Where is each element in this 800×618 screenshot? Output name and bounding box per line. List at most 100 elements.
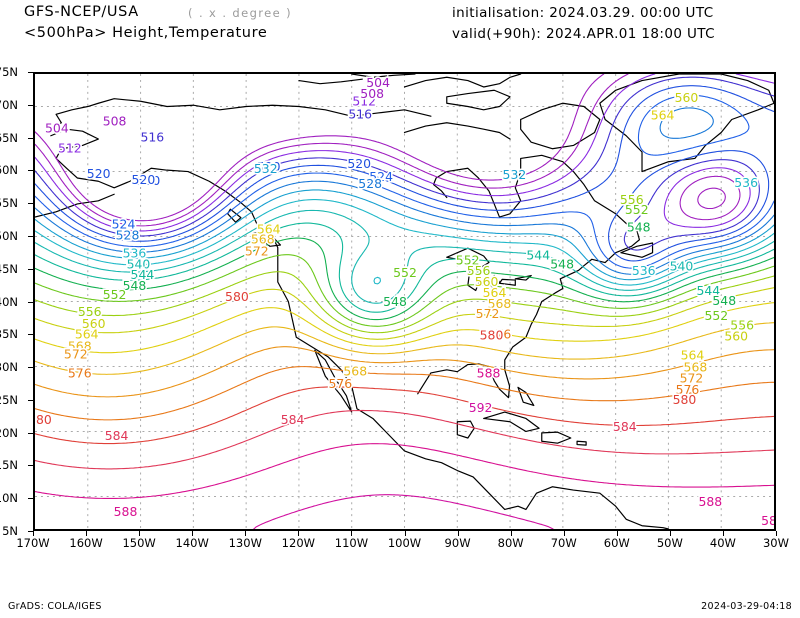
svg-text:552: 552 xyxy=(393,265,417,280)
y-axis-tickmark xyxy=(28,334,33,336)
contour-value-label: 552 xyxy=(393,265,417,280)
svg-text:516: 516 xyxy=(348,107,372,122)
contour-value-label: 548 xyxy=(550,256,574,271)
svg-text:576: 576 xyxy=(676,382,700,397)
contour-value-label: 580 xyxy=(480,328,504,343)
contour-value-label: 548 xyxy=(123,278,147,293)
x-axis-tickmark xyxy=(776,531,777,536)
svg-text:556: 556 xyxy=(78,304,102,319)
contour-value-label: 516 xyxy=(348,107,372,122)
contour-value-label: 580 xyxy=(225,289,249,304)
x-axis-tickmark xyxy=(33,531,34,536)
contour-value-label: 552 xyxy=(456,252,480,267)
svg-text:536: 536 xyxy=(734,175,758,190)
svg-text:552: 552 xyxy=(103,287,127,302)
svg-text:520: 520 xyxy=(132,172,156,187)
x-axis-tickmark xyxy=(139,531,141,536)
contour-value-label: 564 xyxy=(257,222,281,237)
y-axis-tick: 60N xyxy=(0,163,18,178)
contour-value-label: 540 xyxy=(670,258,694,273)
x-axis-tickmark xyxy=(510,531,512,536)
contour-value-label: 568 xyxy=(68,339,92,354)
x-axis-tickmark xyxy=(616,531,618,536)
coastlines-layer xyxy=(35,74,774,529)
x-axis-tick: 60W xyxy=(603,536,630,550)
contour-value-label: 560 xyxy=(82,316,106,331)
contour-value-label: 512 xyxy=(352,94,376,109)
svg-text:544: 544 xyxy=(696,283,720,298)
contour-value-label: 588 xyxy=(477,365,501,380)
y-axis-tickmark xyxy=(28,399,33,401)
contour-value-label: 584 xyxy=(105,428,129,443)
y-axis-tickmark xyxy=(28,235,33,237)
contour-value-label: 576 xyxy=(488,327,512,342)
svg-text:536: 536 xyxy=(123,245,147,260)
contour-value-label: 540 xyxy=(127,256,151,271)
x-axis-tick: 50W xyxy=(656,536,683,550)
contour-value-label: 584 xyxy=(613,419,637,434)
header-time-block: initialisation: 2024.03.29. 00:00 UTC va… xyxy=(452,5,715,42)
contour-value-label: 564 xyxy=(651,108,675,123)
x-axis-tick: 170W xyxy=(16,536,50,550)
contour-value-label: 568 xyxy=(684,359,708,374)
x-axis-tickmark xyxy=(722,531,724,536)
svg-text:580: 580 xyxy=(673,392,697,407)
y-axis-tickmark xyxy=(28,367,33,369)
contour-value-label: 572 xyxy=(476,306,500,321)
svg-text:568: 568 xyxy=(684,359,708,374)
y-axis-tickmark xyxy=(28,137,33,139)
contour-value-label: 556 xyxy=(78,304,102,319)
y-axis-tick: 15N xyxy=(0,458,18,473)
y-axis-tickmark xyxy=(28,72,33,73)
svg-text:576: 576 xyxy=(68,365,92,380)
svg-text:576: 576 xyxy=(328,376,352,391)
svg-text:572: 572 xyxy=(64,347,88,362)
svg-text:560: 560 xyxy=(724,329,748,344)
svg-text:564: 564 xyxy=(257,222,281,237)
svg-text:548: 548 xyxy=(383,294,407,309)
y-axis-tick: 10N xyxy=(0,491,18,506)
contour-map-plot: 504 504 508 508 512 512 512 512 504 504 508 508 516 5… xyxy=(33,72,776,531)
contour-value-label: 552 xyxy=(704,308,728,323)
y-axis-tick: 40N xyxy=(0,294,18,309)
y-axis-tick: 50N xyxy=(0,228,18,243)
x-axis-tickmark xyxy=(298,531,300,536)
svg-text:588: 588 xyxy=(114,504,138,519)
svg-text:524: 524 xyxy=(369,169,393,184)
y-axis-tick: 55N xyxy=(0,196,18,211)
resolution-label: ( . x . degree ) xyxy=(188,6,293,20)
producer-credit: GrADS: COLA/IGES xyxy=(8,601,102,612)
contour-value-label: 584 xyxy=(281,412,305,427)
svg-text:568: 568 xyxy=(488,296,512,311)
x-axis-tickmark xyxy=(351,531,353,536)
x-axis-tick: 30W xyxy=(762,536,790,550)
svg-text:520: 520 xyxy=(87,166,111,181)
y-axis-tick: 70N xyxy=(0,97,18,112)
contour-value-label: 580 xyxy=(35,412,52,427)
contour-value-label: 536 xyxy=(734,175,758,190)
svg-text:520: 520 xyxy=(257,159,281,174)
y-axis-tick: 20N xyxy=(0,425,18,440)
contour-value-label: 520 xyxy=(132,172,156,187)
x-axis-tick: 90W xyxy=(444,536,471,550)
y-axis-tickmark xyxy=(28,498,33,500)
svg-text:572: 572 xyxy=(476,306,500,321)
x-axis-tick: 110W xyxy=(334,536,369,550)
contour-value-label: 560 xyxy=(475,274,499,289)
contour-value-label: 552 xyxy=(625,202,649,217)
generation-timestamp: 2024-03-29-04:18 xyxy=(701,601,792,612)
contour-value-label: 564 xyxy=(483,285,507,300)
svg-text:568: 568 xyxy=(68,339,92,354)
model-name: GFS-NCEP/USA xyxy=(24,4,139,20)
svg-text:548: 548 xyxy=(627,220,651,235)
height-contours-layer xyxy=(35,74,774,529)
contour-value-label: 548 xyxy=(712,293,736,308)
svg-text:520: 520 xyxy=(137,173,161,188)
y-axis-tick: 65N xyxy=(0,130,18,145)
contour-value-label: 508 xyxy=(103,114,127,129)
svg-text:584: 584 xyxy=(281,412,305,427)
svg-text:568: 568 xyxy=(343,363,367,378)
svg-text:544: 544 xyxy=(526,247,550,262)
svg-text:564: 564 xyxy=(681,348,705,363)
